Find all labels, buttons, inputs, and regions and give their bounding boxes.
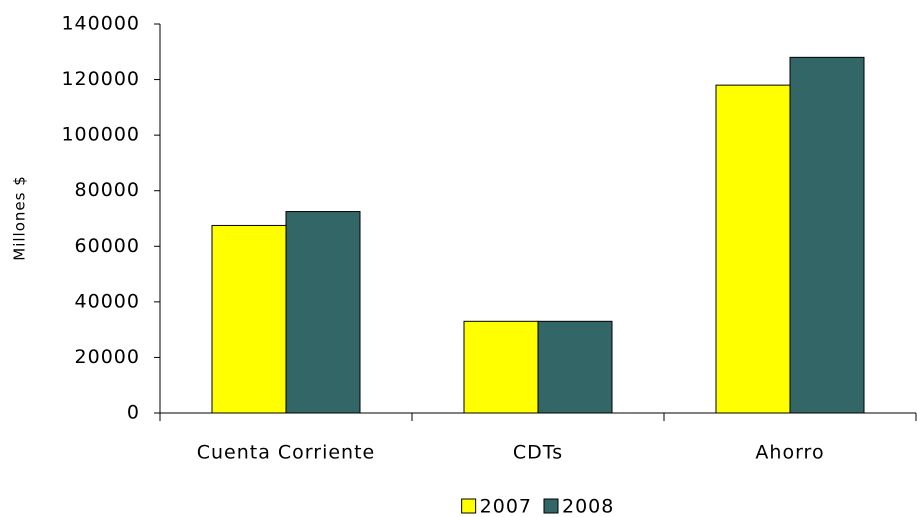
legend-label: 2007	[480, 496, 532, 517]
y-tick-label: 80000	[75, 179, 140, 201]
bar	[789, 56, 865, 414]
bar	[537, 320, 613, 414]
y-tick-label: 60000	[75, 235, 140, 257]
y-tick-label: 0	[127, 402, 140, 424]
bar	[211, 224, 287, 414]
x-tick-label: CDTs	[513, 442, 563, 464]
y-tick-label: 120000	[61, 68, 140, 90]
y-tick-label: 20000	[75, 346, 140, 368]
legend-swatch	[461, 498, 477, 514]
bar	[285, 211, 361, 414]
x-tick-label: Cuenta Corriente	[197, 442, 376, 464]
legend-label: 2008	[562, 496, 614, 517]
y-axis-label: Millones $	[11, 175, 29, 260]
bar	[715, 84, 791, 414]
bar	[463, 320, 539, 414]
y-tick-label: 100000	[61, 124, 140, 146]
y-tick-label: 140000	[61, 13, 140, 35]
legend-swatch	[543, 498, 559, 514]
x-tick-label: Ahorro	[755, 442, 824, 464]
y-tick-label: 40000	[75, 290, 140, 312]
